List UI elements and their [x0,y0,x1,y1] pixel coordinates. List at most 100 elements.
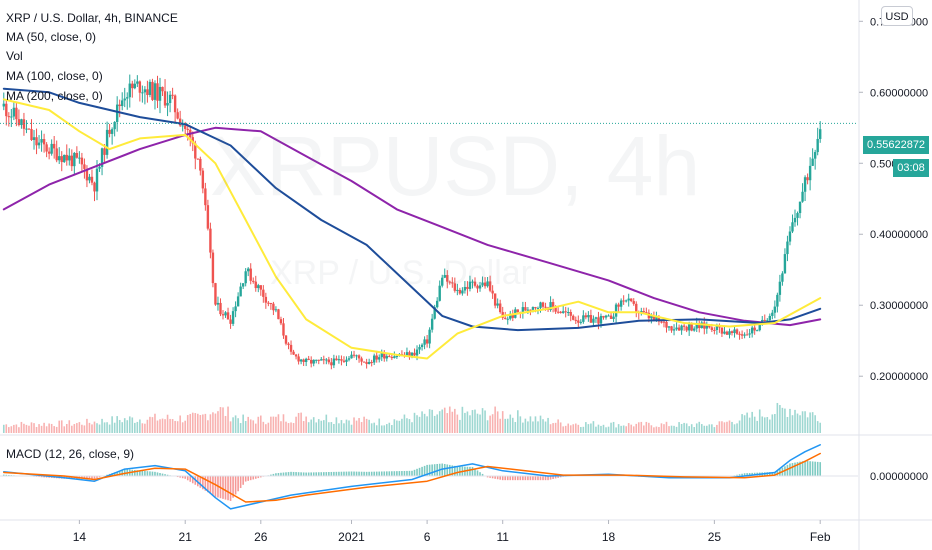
candle-body [758,322,761,331]
macd-histogram-bar [204,476,207,491]
volume-bar [476,413,479,433]
macd-histogram-bar [45,476,48,478]
volume-bar [43,422,45,433]
volume-bar [378,418,381,433]
volume-bar [265,424,267,433]
macd-histogram-bar [416,468,418,476]
candle-body [191,137,194,144]
volume-bar [577,424,580,433]
candle-body [793,217,797,223]
candle-body [226,312,230,320]
volume-bar [123,418,126,433]
candle-body [680,325,683,331]
volume-bar [81,424,83,433]
volume-bar [557,419,559,433]
candle-body [675,327,678,330]
candle-body [577,320,580,323]
volume-bar [5,424,8,433]
candle-body [660,321,663,323]
candle-body [27,128,31,130]
candle-body [521,307,525,313]
symbol-title[interactable]: XRP / U.S. Dollar, 4h, BINANCE [6,11,178,25]
candle-body [819,129,822,139]
volume-bar [602,424,605,433]
macd-histogram-bar [746,473,748,476]
macd-histogram-bar [451,465,454,476]
candle-body [798,201,802,214]
volume-bar [262,421,265,433]
candle-body [247,268,250,272]
volume-bar [474,409,476,433]
volume-bar [625,426,627,433]
volume-bar [542,419,544,433]
volume-bar [552,423,554,433]
macd-histogram-bar [393,471,396,476]
macd-histogram-bar [368,471,370,476]
macd-histogram-bar [136,470,139,476]
macd-histogram-bar [388,471,391,476]
volume-bar [23,423,25,433]
volume-bar [60,420,63,433]
volume-bar [723,422,726,433]
legend-vol[interactable]: Vol [6,49,23,63]
candle-body [25,128,28,130]
currency-button[interactable]: USD [881,6,913,26]
volume-bar [282,414,285,433]
volume-bar [804,411,806,433]
candle-body [209,228,212,253]
volume-bar [786,416,789,433]
candle-body [166,103,169,106]
volume-bar [811,412,814,433]
candle-body [121,100,124,107]
volume-bar [501,411,504,433]
volume-bar [408,419,411,433]
volume-bar [471,410,474,433]
volume-bar [113,422,116,433]
macd-histogram-bar [159,472,161,476]
volume-bar [156,420,159,433]
candle-body [146,89,149,95]
volume-bar [50,423,53,433]
legend-ma200[interactable]: MA (200, close, 0) [6,89,103,103]
legend-ma50[interactable]: MA (50, close, 0) [6,30,97,44]
volume-bar [396,420,398,433]
macd-histogram-bar [43,476,45,478]
macd-histogram-bar [534,476,537,481]
candle-body [304,358,308,363]
candle-body [133,83,137,89]
volume-bar [680,423,683,433]
macd-histogram-bar [476,470,479,476]
volume-bar [234,415,237,433]
candle-body [340,359,343,361]
macd-histogram-bar [302,472,305,476]
candle-body [178,118,182,126]
candle-body [118,104,121,107]
volume-bar [683,422,685,433]
macd-histogram-bar [38,476,40,478]
volume-bar [30,422,33,433]
volume-bar [819,422,822,433]
legend-ma100[interactable]: MA (100, close, 0) [6,69,103,83]
macd-histogram-bar [212,476,214,496]
macd-histogram-bar [88,476,91,479]
volume-bar [665,421,668,433]
volume-bar [700,424,703,433]
macd-histogram-bar [93,476,96,479]
candle-body [544,306,547,308]
volume-bar [791,415,794,433]
candle-body [612,316,615,319]
legend-macd[interactable]: MACD (12, 26, close, 9) [6,447,135,461]
macd-histogram-bar [297,472,300,476]
candle-body [244,271,247,284]
volume-bar [763,417,766,433]
candle-body [597,317,600,324]
volume-bar [40,425,43,433]
macd-histogram-bar [554,476,557,479]
macd-histogram-bar [506,476,509,481]
macd-histogram-bar [161,473,164,476]
volume-bar [597,424,600,433]
volume-bar [295,416,297,433]
volume-bar [209,414,212,433]
volume-bar [164,419,166,433]
